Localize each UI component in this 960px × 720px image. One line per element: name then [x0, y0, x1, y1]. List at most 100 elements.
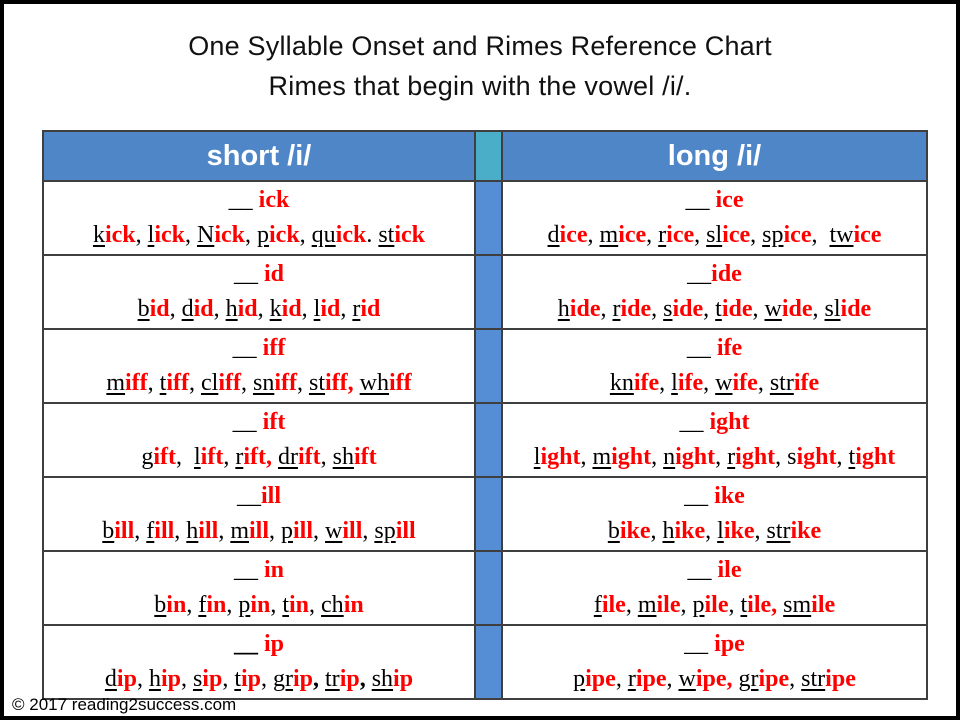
plain-text: ,	[728, 592, 741, 618]
plain-text: ,	[261, 666, 273, 692]
onset-text: N	[196, 222, 215, 248]
rime-text: ick	[258, 187, 290, 213]
onset-text: w	[764, 296, 782, 322]
rime-text: ight	[611, 444, 652, 470]
onset-text: b	[607, 518, 620, 544]
plain-text: __	[687, 261, 712, 287]
rime-text: ick	[154, 222, 185, 248]
rime-text: id	[263, 261, 284, 287]
plain-text: __	[684, 483, 715, 509]
onset-text: t	[848, 444, 856, 470]
copyright-footer: © 2017 reading2success.com	[12, 695, 237, 714]
rime-text: ile	[704, 592, 729, 618]
onset-text: sl	[706, 222, 723, 248]
onset-text: tw	[829, 222, 854, 248]
rime-text: ipe	[714, 631, 745, 657]
rime-text: ight	[796, 444, 837, 470]
rime-text: ift	[243, 444, 266, 470]
rime-text: ip	[160, 666, 181, 692]
rime-text: ight	[540, 444, 581, 470]
rime-text: ip	[263, 631, 284, 657]
word-list: bike, hike, like, strike	[503, 514, 926, 549]
word-list: dip, hip, sip, tip, grip, trip, ship	[44, 662, 474, 697]
plain-text: ,	[750, 222, 763, 248]
plain-text: ,	[180, 666, 193, 692]
onset-text: sm	[783, 592, 812, 618]
table-row: __ ick kick, lick, Nick, pick, quick. sti…	[42, 180, 928, 256]
plain-text: ,	[309, 592, 322, 618]
plain-text: ,	[218, 518, 231, 544]
onset-text: r	[727, 444, 736, 470]
plain-text: ,	[135, 222, 148, 248]
onset-text: t	[159, 370, 167, 396]
onset-text: str	[801, 666, 826, 692]
separator-cell	[474, 328, 503, 404]
rime-text: ill	[293, 518, 314, 544]
short-i-cell: __ in bin, fin, pin, tin, chin	[42, 550, 476, 626]
rime-text: ill	[260, 483, 281, 509]
onset-text: w	[678, 666, 696, 692]
plain-text: ,	[659, 370, 672, 396]
plain-text: __	[236, 483, 261, 509]
onset-text: sp	[374, 518, 396, 544]
onset-text: kn	[609, 370, 634, 396]
plain-text: ,	[213, 296, 226, 322]
onset-text: st	[308, 370, 325, 396]
plain-text: ,	[580, 444, 593, 470]
chart-subtitle: Rimes that begin with the vowel /i/.	[268, 71, 692, 101]
table-row: __ in bin, fin, pin, tin, chin __ ile file,…	[42, 550, 928, 626]
rime-text: ift	[353, 444, 377, 470]
plain-text: ,	[313, 518, 326, 544]
rime-text: id	[193, 296, 214, 322]
onset-text: l	[671, 370, 678, 396]
onset-text: w	[325, 518, 343, 544]
rime-text: ip	[393, 666, 414, 692]
onset-text: wh	[359, 370, 389, 396]
word-list: knife, life, wife, strife	[503, 366, 926, 401]
plain-text: __	[233, 631, 264, 657]
rime-text: ight	[855, 444, 896, 470]
rime-heading: __ ift	[44, 405, 474, 440]
plain-text: ,	[651, 444, 664, 470]
rime-text: id	[237, 296, 258, 322]
rime-text: ift	[200, 444, 224, 470]
short-i-cell: __ iff miff, tiff, cliff, sniff, stiff, w…	[42, 328, 476, 404]
plain-text: __	[232, 335, 263, 361]
onset-text: l	[533, 444, 541, 470]
rime-text: in	[250, 592, 271, 618]
rime-text: ipe	[695, 666, 727, 692]
rime-text: ill	[114, 518, 135, 544]
rime-text: ift	[262, 409, 286, 435]
word-list: kick, lick, Nick, pick, quick. stick	[44, 218, 474, 253]
plain-text: ,	[189, 370, 201, 396]
table-row: __ iff miff, tiff, cliff, sniff, stiff, w…	[42, 328, 928, 404]
title-block: One Syllable Onset and Rimes Reference C…	[4, 26, 956, 106]
onset-text: l	[313, 296, 321, 322]
word-list: light, might, night, right, sight, tight	[503, 440, 926, 475]
long-i-cell: __ ight light, might, night, right, sight…	[501, 402, 928, 478]
long-i-header: long /i/	[501, 130, 928, 182]
rime-text: ,	[771, 592, 784, 618]
rime-text: ick	[269, 222, 300, 248]
rime-text: ipe	[758, 666, 790, 692]
long-i-cell: __ ife knife, life, wife, strife	[501, 328, 928, 404]
plain-text: __	[679, 409, 710, 435]
onset-text: sn	[252, 370, 275, 396]
plain-text: ,	[757, 370, 770, 396]
onset-text: h	[662, 518, 675, 544]
rime-text: in	[343, 592, 364, 618]
onset-text: str	[766, 518, 791, 544]
onset-text: t	[282, 592, 290, 618]
rime-text: iff	[218, 370, 241, 396]
rime-text: ile	[601, 592, 626, 618]
rime-heading: __ill	[44, 479, 474, 514]
rime-text: ike	[619, 518, 651, 544]
word-list: bid, did, hid, kid, lid, rid	[44, 292, 474, 327]
separator-cell	[474, 624, 503, 700]
rime-text: ill	[154, 518, 175, 544]
rime-text: ike	[790, 518, 822, 544]
word-list: miff, tiff, cliff, sniff, stiff, whiff	[44, 366, 474, 401]
rime-text: ike	[714, 483, 745, 509]
onset-text: h	[557, 296, 570, 322]
onset-text: f	[198, 592, 207, 618]
